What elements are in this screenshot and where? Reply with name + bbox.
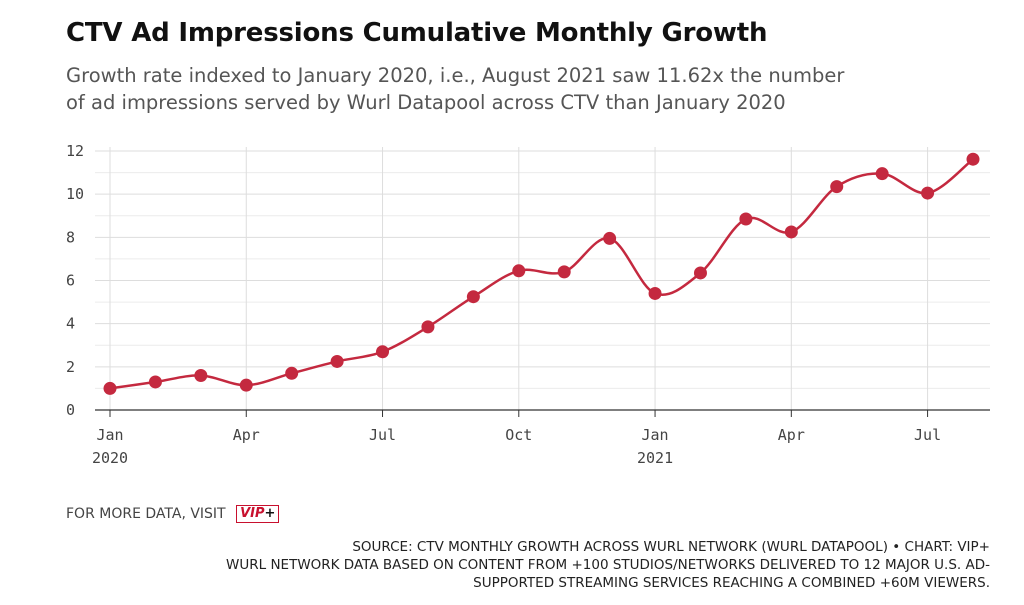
data-point-2021-03[interactable]: [739, 212, 753, 226]
x-tick-year-label: 2020: [92, 449, 128, 467]
line-layer: [109, 158, 974, 390]
data-point-2020-09[interactable]: [466, 290, 480, 304]
data-point-2021-07[interactable]: [921, 186, 935, 200]
data-point-2020-05[interactable]: [285, 366, 299, 380]
chart-subtitle: Growth rate indexed to January 2020, i.e…: [66, 64, 845, 114]
data-point-2020-06[interactable]: [330, 354, 344, 368]
data-point-2020-11[interactable]: [557, 265, 571, 279]
y-tick-label: 0: [66, 401, 75, 419]
grid-layer: [95, 147, 990, 411]
data-point-2021-02[interactable]: [693, 266, 707, 280]
source-line-1: SOURCE: CTV MONTHLY GROWTH ACROSS WURL N…: [352, 539, 990, 555]
data-point-2021-06[interactable]: [875, 167, 889, 181]
data-point-2020-10[interactable]: [512, 264, 526, 278]
x-tick-label: Jan: [96, 426, 123, 444]
data-point-2021-05[interactable]: [830, 180, 844, 194]
data-point-2020-08[interactable]: [421, 320, 435, 334]
series-line: [109, 158, 974, 390]
y-tick-label: 6: [66, 272, 75, 290]
source-note: SOURCE: CTV MONTHLY GROWTH ACROSS WURL N…: [90, 538, 990, 592]
x-tick-label: Jan: [642, 426, 669, 444]
y-tick-label: 12: [66, 142, 84, 160]
x-tick-label: Oct: [505, 426, 532, 444]
y-tick-label: 10: [66, 185, 84, 203]
data-point-2021-08[interactable]: [966, 152, 980, 166]
data-point-2020-03[interactable]: [194, 368, 208, 382]
x-tick-label: Apr: [233, 426, 260, 444]
y-tick-label: 8: [66, 228, 75, 246]
data-point-2020-02[interactable]: [148, 375, 162, 389]
data-point-2020-12[interactable]: [603, 231, 617, 245]
axis-layer: 0 2 4 6 8 10 12 Jan 2020 Apr Jul Oct Jan 2021 Apr Jul: [66, 142, 990, 467]
source-line-2: WURL NETWORK DATA BASED ON CONTENT FROM …: [226, 557, 990, 573]
data-point-2021-04[interactable]: [784, 225, 798, 239]
vip-logo[interactable]: VIP+: [236, 505, 280, 523]
x-tick-year-label: 2021: [637, 449, 673, 467]
x-tick-label: Jul: [369, 426, 396, 444]
line-chart: 0 2 4 6 8 10 12 Jan 2020 Apr Jul Oct Jan 2021 Apr Jul: [66, 142, 990, 467]
y-tick-label: 4: [66, 315, 75, 333]
data-point-2020-04[interactable]: [239, 378, 253, 392]
data-point-2020-07[interactable]: [376, 345, 390, 359]
more-data-text: FOR MORE DATA, VISIT: [66, 506, 226, 522]
x-tick-label: Apr: [778, 426, 805, 444]
source-line-3: SUPPORTED STREAMING SERVICES REACHING A …: [473, 575, 990, 591]
y-tick-label: 2: [66, 358, 75, 376]
vip-logo-text: VIP: [240, 506, 265, 521]
chart-title: CTV Ad Impressions Cumulative Monthly Gr…: [66, 18, 768, 48]
data-point-2021-01[interactable]: [648, 286, 662, 300]
vip-logo-plus: +: [264, 506, 276, 521]
x-tick-label: Jul: [914, 426, 941, 444]
more-data-note: FOR MORE DATA, VISIT VIP+: [66, 505, 280, 523]
point-layer: [103, 152, 980, 395]
data-point-2020-01[interactable]: [103, 381, 117, 395]
